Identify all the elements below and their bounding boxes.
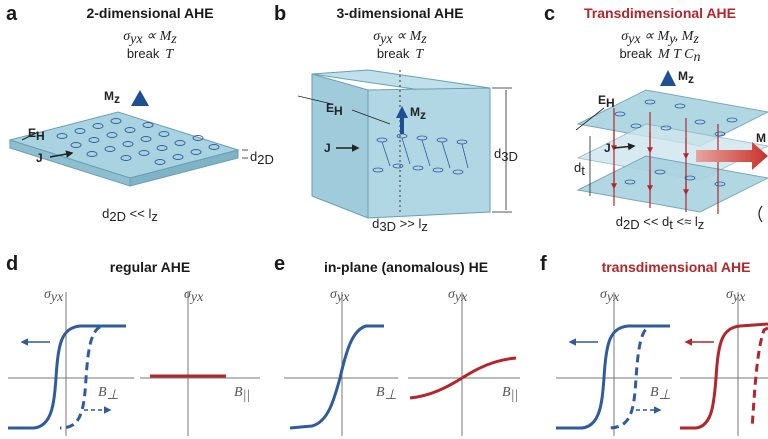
panel-b-title: 3-dimensional AHE <box>336 5 463 21</box>
eh-label-c: EH <box>598 93 615 110</box>
panel-e-letter: e <box>274 253 285 275</box>
hysteresis-red-f <box>680 322 768 430</box>
panel-d-letter: d <box>6 253 18 275</box>
panel-d-x-label-1: B⊥ <box>98 385 119 403</box>
panel-a-title: 2-dimensional AHE <box>86 5 213 21</box>
panel-b-break: break T <box>377 46 425 62</box>
mz-arrowhead-a <box>131 90 149 106</box>
panel-f-letter: f <box>540 253 547 275</box>
panel-e-x-label-1: B⊥ <box>376 385 397 403</box>
panel-f-x-label-1: B⊥ <box>650 385 671 403</box>
d3d-label: d3D <box>494 146 518 164</box>
mz-label-b: Mz <box>410 105 426 122</box>
mz-label-c: Mz <box>678 69 694 86</box>
panel-a: a 2-dimensional AHE σyx ∝ Mz break T Mz E… <box>6 3 274 224</box>
orbit-rings <box>56 118 220 165</box>
panel-c-letter: c <box>544 3 555 25</box>
inplane-curve-e <box>409 356 517 400</box>
panel-c-condition: d2D << dt <≈ lz <box>616 214 704 232</box>
panel-c-relation: σyx ∝ My, Mz <box>621 29 699 47</box>
panel-f-title: transdimensional AHE <box>602 259 751 275</box>
hysteresis-solid-d <box>8 324 126 430</box>
hysteresis-red-dashed-f <box>750 326 768 429</box>
panel-f: f transdimensional AHE σyx B⊥ σyx <box>540 253 768 436</box>
panel-b: b 3-dimensional AHE σyx ∝ Mz break T Mz E… <box>274 3 518 234</box>
panel-a-break: break T <box>127 46 175 62</box>
hall-curve-e <box>289 324 384 430</box>
my-arrow-c <box>696 142 768 170</box>
panel-f-y-label-1: σyx <box>600 287 620 305</box>
panel-b-condition: d3D >> lz <box>372 216 428 234</box>
d2d-label: d2D <box>250 149 274 167</box>
panel-d-y-label-1: σyx <box>44 287 64 305</box>
cube-right <box>367 87 491 219</box>
panel-e-y-label-1: σyx <box>330 287 350 305</box>
j-label-b: J <box>324 141 331 155</box>
panel-a-relation: σyx ∝ Mz <box>123 29 177 47</box>
panel-c-title: Transdimensional AHE <box>584 5 736 21</box>
panel-e-x-label-2: B|| <box>502 385 518 403</box>
panel-c: c Transdimensional AHE σyx ∝ My, Mz brea… <box>544 3 768 232</box>
panel-b-relation: σyx ∝ Mz <box>373 29 427 47</box>
panel-b-letter: b <box>274 3 286 25</box>
panel-e-title: in-plane (anomalous) HE <box>324 259 488 275</box>
panel-d-y-label-2: σyx <box>184 287 204 305</box>
panel-f-y-label-2: σyx <box>726 287 746 305</box>
m-label-cut: M <box>756 131 766 145</box>
hysteresis-solid-f <box>556 324 670 430</box>
red-current-loops <box>611 108 719 214</box>
dt-label: dt <box>574 160 585 178</box>
panel-d-title: regular AHE <box>110 259 190 275</box>
slab-2d-side <box>129 149 239 187</box>
eh-label-b: EH <box>326 101 343 118</box>
slab-2d-top <box>8 111 240 179</box>
panel-a-condition: d2D << lz <box>102 206 158 224</box>
layer-bottom <box>576 155 768 213</box>
panel-e: e in-plane (anomalous) HE σyx B⊥ σyx B|| <box>274 253 520 436</box>
panel-c-break: break M T Cn <box>619 46 700 65</box>
panel-e-y-label-2: σyx <box>448 287 468 305</box>
spin-cones <box>372 133 469 175</box>
mz-label-a: Mz <box>104 89 120 106</box>
eh-label-a: EH <box>28 126 45 143</box>
panel-a-letter: a <box>6 3 18 25</box>
j-label-c: J <box>604 141 611 155</box>
hysteresis-dashed-f <box>607 324 670 430</box>
hysteresis-dashed-d <box>59 324 126 430</box>
orbit-rings-c <box>614 99 738 187</box>
panel-d: d regular AHE σyx B⊥ σyx B|| <box>6 253 260 436</box>
j-label-a: J <box>36 151 43 165</box>
cube-front <box>311 73 369 219</box>
panel-d-x-label-2: B|| <box>234 385 250 403</box>
